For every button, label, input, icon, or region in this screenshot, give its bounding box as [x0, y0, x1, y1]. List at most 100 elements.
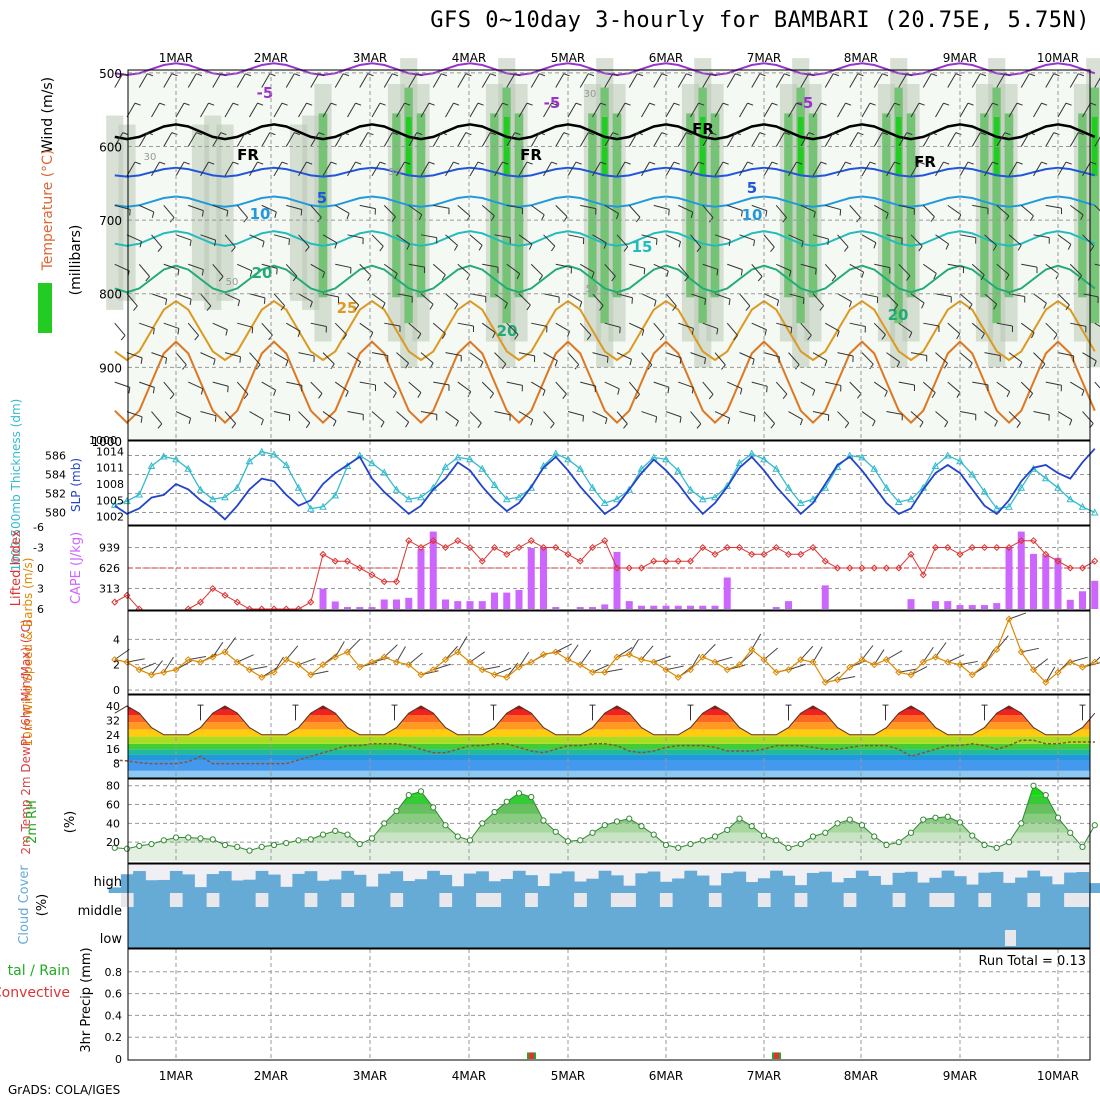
upper-wind-barb-flag — [151, 211, 155, 218]
upper-wind-barb — [996, 263, 1010, 275]
thickness-marker — [184, 464, 193, 472]
upper-wind-barb — [714, 234, 731, 241]
thickness-marker — [1005, 502, 1013, 510]
upper-wind-barb-flag — [306, 161, 313, 165]
upper-wind-barb-flag — [802, 297, 805, 304]
upper-wind-barb-flag — [492, 332, 496, 339]
temp-contour-label: FR — [237, 146, 259, 164]
thickness-tick: 582 — [45, 488, 66, 501]
rh2m-marker — [1042, 792, 1049, 799]
cloud-middle-gap — [390, 893, 404, 907]
upper-wind-barb — [726, 73, 736, 88]
temp-contour-label: 10 — [742, 206, 763, 224]
upper-wind-barb-flag — [220, 132, 227, 136]
temp-contour-15 — [114, 230, 1096, 247]
rh2m-marker — [797, 840, 804, 848]
upper-wind-barb — [433, 381, 450, 386]
cloud-low-gap — [1005, 930, 1016, 946]
temp-band — [128, 729, 1090, 737]
upper-wind-barb-flag — [1005, 274, 1010, 281]
upper-wind-barb — [579, 322, 592, 336]
temp-contour-label: 10 — [250, 205, 271, 223]
slp-label-text: SLP (mb) — [69, 458, 83, 512]
temp-band — [128, 709, 1090, 715]
upper-wind-barb — [873, 322, 886, 335]
upper-wind-barb — [677, 132, 687, 147]
upper-wind-barb-flag — [869, 363, 874, 370]
upper-wind-barb — [200, 234, 216, 241]
cloud-high-bar — [659, 881, 673, 893]
thickness-marker — [1066, 495, 1075, 503]
upper-wind-barb — [702, 132, 712, 147]
slp-line — [114, 448, 1096, 521]
wind10-barb — [628, 638, 640, 655]
upper-wind-barb — [1069, 263, 1082, 276]
upper-air-frame — [127, 69, 1091, 441]
cape-bar — [491, 592, 498, 609]
cloud-high-bar — [378, 873, 391, 893]
cape-bar — [540, 547, 547, 609]
upper-wind-barb-flag — [893, 304, 899, 311]
thickness-marker — [784, 483, 793, 491]
upper-wind-barb — [420, 234, 437, 239]
upper-wind-barb-flag — [406, 243, 410, 250]
upper-wind-barb-flag — [381, 302, 386, 309]
cape-bar — [638, 605, 645, 609]
upper-wind-barb-flag — [766, 386, 768, 393]
lifted-index-marker — [368, 571, 376, 579]
upper-wind-barb — [592, 102, 601, 118]
cloud-high-bar — [292, 873, 306, 893]
thickness-marker — [233, 483, 242, 491]
cape-bar — [711, 605, 719, 609]
wind10-barb — [469, 651, 486, 663]
upper-wind-barb — [187, 73, 197, 88]
upper-wind-barb — [641, 411, 657, 418]
upper-wind-barb — [567, 293, 583, 303]
cloud-high-bar — [708, 885, 722, 893]
cloud-high-bar — [463, 873, 477, 893]
upper-wind-barb — [1094, 136, 1100, 147]
upper-wind-barb — [1008, 161, 1018, 177]
rh-plume-green — [514, 113, 524, 298]
temp-contour-label: 5 — [317, 189, 327, 207]
upper-wind-barb — [873, 73, 883, 88]
upper-wind-barb — [347, 234, 364, 239]
wind10-marker — [1042, 678, 1050, 686]
upper-wind-barb-flag — [833, 73, 840, 77]
upper-wind-barb-flag — [262, 241, 265, 248]
cloud-high-bar — [182, 874, 195, 893]
rh-contour-label: 50 — [226, 277, 239, 288]
upper-wind-barb — [359, 263, 372, 276]
upper-wind-barb — [175, 293, 192, 300]
rh2m-marker — [760, 832, 768, 839]
upper-wind-barb — [714, 102, 724, 118]
cloud-frame — [127, 863, 1091, 949]
cloud-high-bar — [365, 886, 379, 893]
cloud-high-bar — [782, 875, 796, 893]
upper-wind-barb-flag — [881, 334, 886, 340]
cape-bar — [625, 601, 633, 609]
upper-wind-barb-flag — [300, 209, 303, 216]
upper-wind-barb — [947, 322, 961, 335]
cape-bar — [687, 605, 694, 609]
upper-wind-barb — [506, 73, 516, 88]
cape-bar — [429, 531, 437, 609]
upper-wind-barb — [739, 352, 755, 360]
thickness-marker — [980, 487, 989, 495]
cloud-level-label: low — [100, 932, 123, 947]
rh2m-marker — [883, 841, 890, 849]
rh2m-marker — [1091, 822, 1098, 829]
upper-wind-barb — [175, 411, 191, 419]
upper-wind-barb — [420, 161, 430, 177]
upper-wind-barb — [188, 381, 204, 390]
upper-wind-barb — [249, 102, 258, 118]
upper-wind-barb — [408, 132, 418, 147]
upper-wind-barb-flag — [790, 327, 793, 334]
upper-wind-barb-flag — [288, 238, 290, 245]
lifted-index-marker — [466, 543, 474, 552]
upper-wind-barb-flag — [1016, 161, 1023, 165]
thickness-marker — [392, 485, 401, 493]
wind10-marker — [147, 671, 156, 679]
lifted-index-marker — [417, 543, 425, 552]
upper-wind-barb-flag — [1004, 73, 1011, 77]
